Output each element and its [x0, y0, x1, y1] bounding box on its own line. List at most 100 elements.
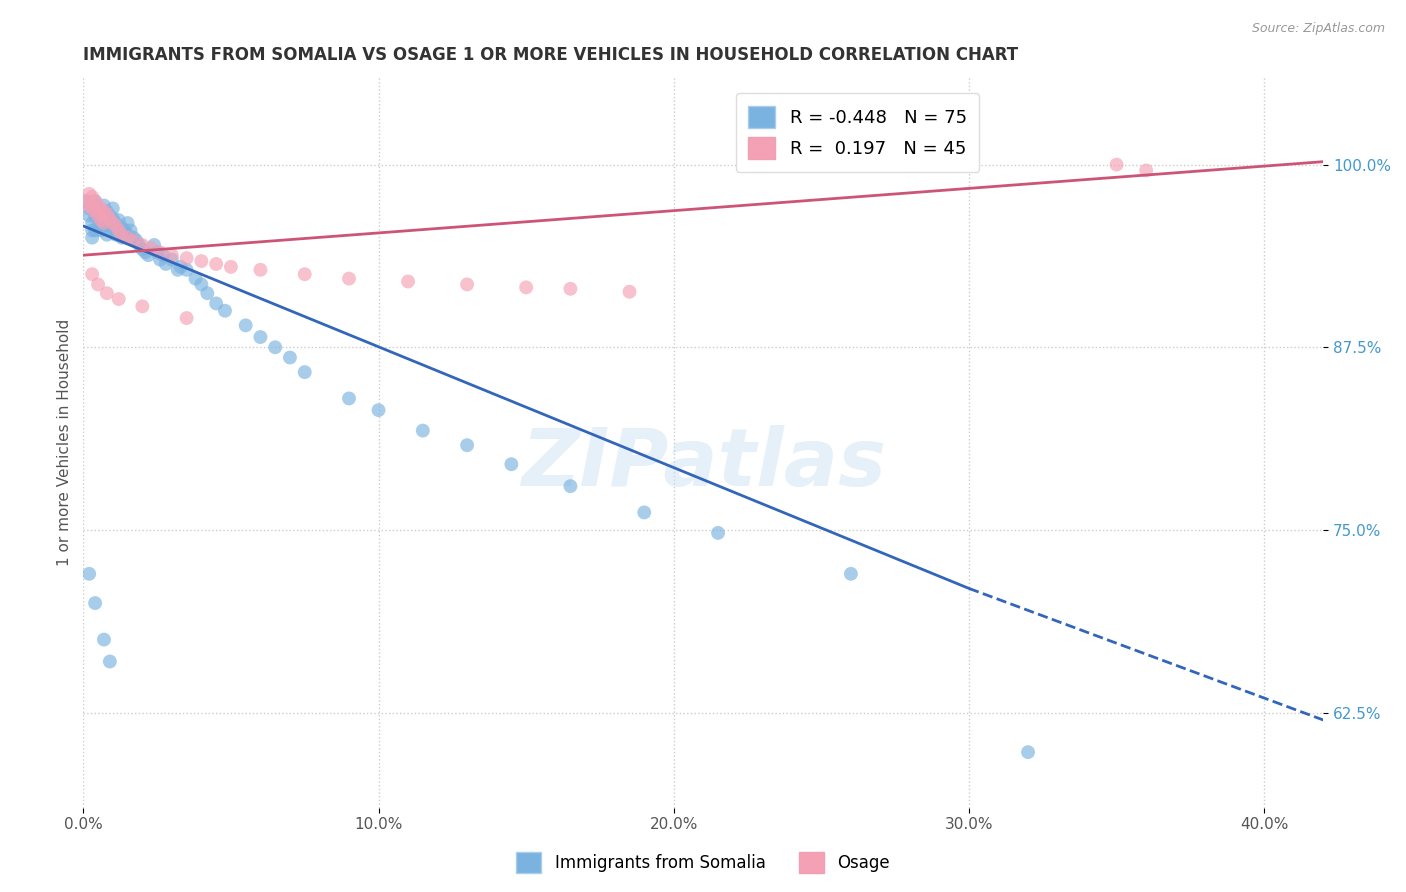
Point [90, 204, 112, 219]
Point [125, 234, 148, 248]
Point [152, 248, 174, 262]
Point [93, 198, 115, 212]
Text: Source: ZipAtlas.com: Source: ZipAtlas.com [1251, 22, 1385, 36]
Point [249, 330, 271, 344]
Point [84, 596, 107, 610]
Point [90, 223, 112, 237]
Point [160, 252, 183, 267]
Point [98, 209, 121, 223]
Point [75, 194, 97, 208]
Point [87, 277, 110, 292]
Point [107, 292, 129, 306]
Point [117, 230, 139, 244]
Point [707, 525, 730, 540]
Point [219, 260, 242, 274]
Point [235, 318, 257, 333]
Point [82, 190, 104, 204]
Point [82, 267, 104, 281]
Point [155, 257, 177, 271]
Point [104, 216, 127, 230]
Point [84, 204, 107, 219]
Point [77, 198, 100, 212]
Point [96, 216, 118, 230]
Point [84, 194, 107, 208]
Point [104, 219, 127, 233]
Point [111, 220, 134, 235]
Point [294, 365, 316, 379]
Point [87, 209, 110, 223]
Point [195, 286, 218, 301]
Point [131, 243, 153, 257]
Point [96, 227, 118, 242]
Point [294, 267, 316, 281]
Point [278, 351, 301, 365]
Point [96, 207, 118, 221]
Point [117, 216, 139, 230]
Point [131, 238, 153, 252]
Point [190, 277, 212, 292]
Point [176, 311, 198, 326]
Y-axis label: 1 or more Vehicles in Household: 1 or more Vehicles in Household [58, 318, 72, 566]
Point [87, 202, 110, 216]
Point [101, 216, 124, 230]
Point [75, 194, 97, 208]
Point [98, 211, 121, 226]
Point [90, 202, 112, 216]
Point [249, 262, 271, 277]
Point [128, 238, 150, 252]
Point [1017, 745, 1039, 759]
Point [90, 213, 112, 227]
Point [93, 216, 115, 230]
Point [367, 403, 389, 417]
Point [560, 282, 582, 296]
Point [170, 260, 193, 274]
Point [143, 238, 166, 252]
Point [114, 223, 136, 237]
Point [501, 457, 523, 471]
Point [87, 209, 110, 223]
Point [149, 245, 172, 260]
Point [101, 211, 124, 226]
Point [98, 655, 121, 669]
Point [176, 262, 198, 277]
Point [131, 299, 153, 313]
Point [1135, 163, 1157, 178]
Point [101, 223, 124, 237]
Point [149, 252, 172, 267]
Point [264, 340, 287, 354]
Point [456, 438, 478, 452]
Point [84, 209, 107, 223]
Point [160, 248, 183, 262]
Legend: Immigrants from Somalia, Osage: Immigrants from Somalia, Osage [509, 846, 897, 880]
Point [122, 234, 145, 248]
Point [412, 424, 434, 438]
Point [82, 202, 104, 216]
Point [107, 223, 129, 237]
Point [107, 213, 129, 227]
Point [117, 227, 139, 242]
Point [396, 275, 419, 289]
Point [122, 230, 145, 244]
Point [560, 479, 582, 493]
Text: IMMIGRANTS FROM SOMALIA VS OSAGE 1 OR MORE VEHICLES IN HOUSEHOLD CORRELATION CHA: IMMIGRANTS FROM SOMALIA VS OSAGE 1 OR MO… [83, 46, 1018, 64]
Point [82, 216, 104, 230]
Text: ZIPatlas: ZIPatlas [520, 425, 886, 503]
Point [1105, 158, 1128, 172]
Point [184, 271, 207, 285]
Point [205, 296, 228, 310]
Point [87, 198, 110, 212]
Point [111, 230, 134, 244]
Point [337, 271, 360, 285]
Point [87, 219, 110, 233]
Point [77, 186, 100, 201]
Point [90, 213, 112, 227]
Point [96, 204, 118, 219]
Point [134, 245, 156, 260]
Point [839, 566, 862, 581]
Point [77, 209, 100, 223]
Point [205, 257, 228, 271]
Point [141, 241, 163, 255]
Point [176, 251, 198, 265]
Point [82, 223, 104, 237]
Point [515, 280, 537, 294]
